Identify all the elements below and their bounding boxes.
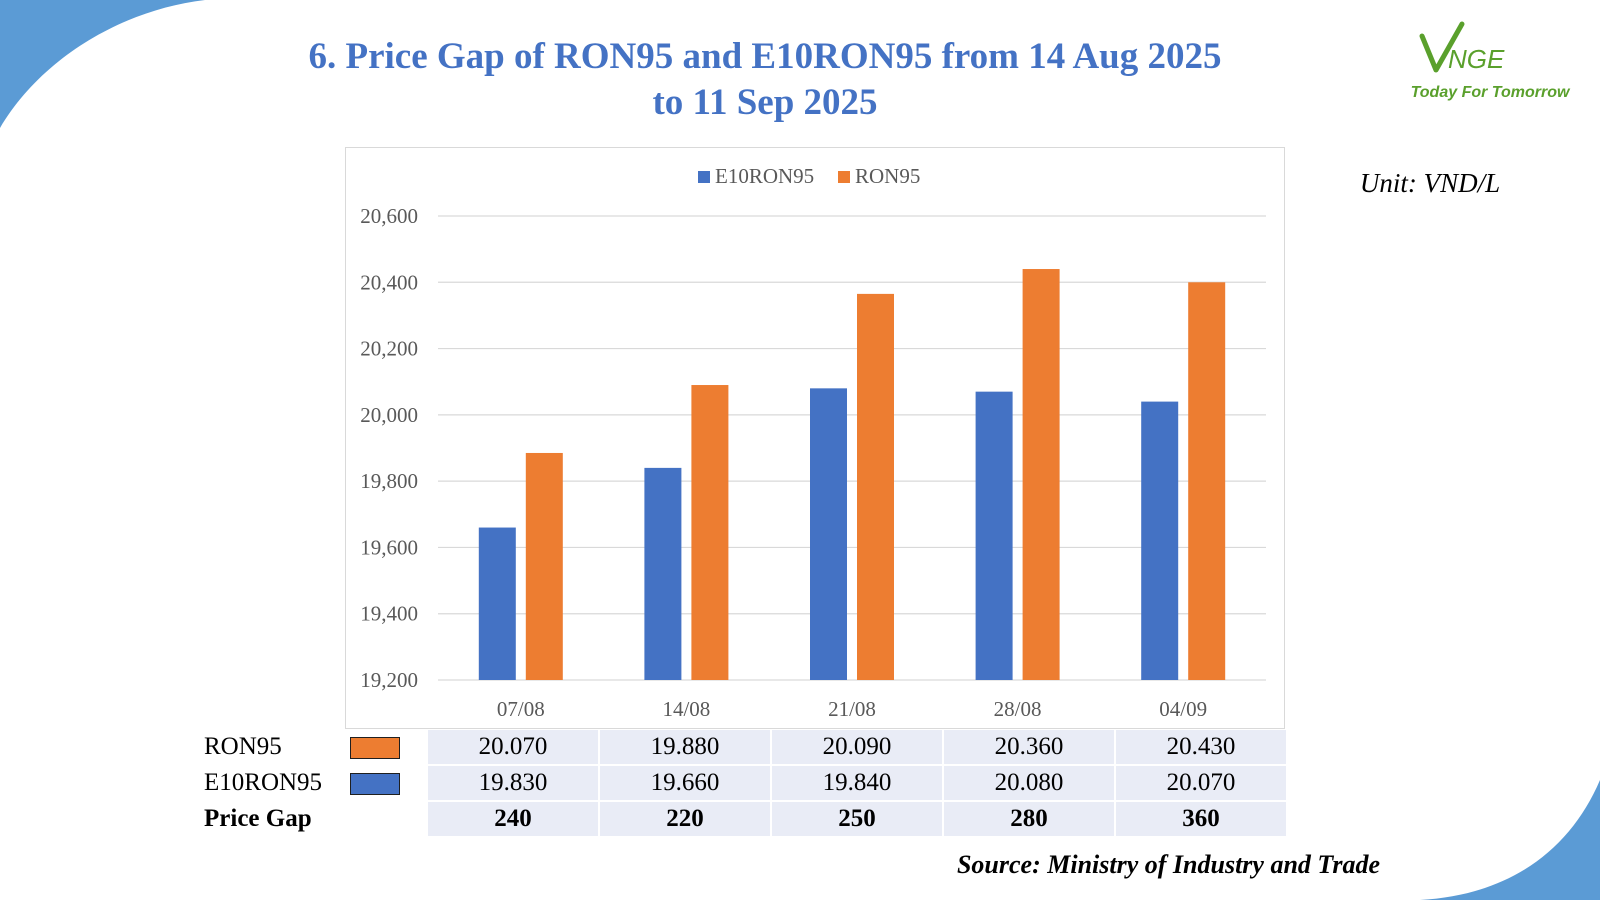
row-label-price-gap: Price Gap: [202, 802, 428, 838]
logo-tagline: Today For Tomorrow: [1410, 84, 1570, 101]
table-cell: 20.090: [772, 730, 944, 766]
table-cell: 20.070: [428, 730, 600, 766]
table-row-e10ron95: E10RON95 19.830 19.660 19.840 20.080 20.…: [202, 766, 1288, 802]
table-cell: 19.880: [600, 730, 772, 766]
bar-e10ron95-4: [975, 391, 1013, 680]
title-line-2: to 11 Sep 2025: [652, 82, 878, 123]
row-label-text: E10RON95: [204, 769, 323, 796]
logo-brand-text: NGE: [1448, 44, 1505, 74]
table-cell: 19.840: [772, 766, 944, 802]
table-cell: 250: [772, 802, 944, 838]
bar-e10ron95-3: [810, 388, 847, 680]
x-tick-label: 07/08: [497, 697, 545, 721]
table-cell: 240: [428, 802, 600, 838]
row-label-ron95: RON95: [202, 730, 428, 766]
bar-ron95-4: [1022, 269, 1060, 680]
unit-label: Unit: VND/L: [1359, 168, 1501, 198]
bar-e10ron95-5: [1141, 401, 1179, 680]
bar-ron95-2: [691, 385, 729, 680]
ron95-swatch: [350, 737, 400, 759]
row-label-text: Price Gap: [204, 805, 312, 832]
title-line-1: 6. Price Gap of RON95 and E10RON95 from …: [308, 36, 1222, 77]
table-cell: 280: [944, 802, 1116, 838]
bar-ron95-1: [525, 452, 563, 680]
legend-swatch-e10ron95: [698, 171, 710, 183]
bar-ron95-3: [857, 293, 894, 680]
legend-label-ron95: RON95: [855, 164, 920, 188]
legend-label-e10ron95: E10RON95: [715, 164, 814, 188]
vnge-logo-mark: NGE: [1419, 21, 1505, 74]
y-tick-label: 20,000: [360, 403, 418, 427]
y-tick-label: 19,800: [360, 469, 418, 493]
bar-e10ron95-2: [644, 467, 682, 680]
row-label-e10ron95: E10RON95: [202, 766, 428, 802]
x-tick-label: 21/08: [828, 697, 876, 721]
chart-canvas: 19,200 19,400 19,600 19,800 20,000 20,200 20,4…: [360, 164, 1266, 721]
y-tick-label: 20,600: [360, 204, 418, 228]
x-tick-label: 04/09: [1159, 697, 1207, 721]
e10ron95-swatch: [350, 773, 400, 795]
bar-e10ron95-1: [478, 527, 516, 680]
table-row-price-gap: Price Gap 240 220 250 280 360: [202, 802, 1288, 838]
row-label-text: RON95: [204, 733, 282, 760]
source-note: Source: Ministry of Industry and Trade: [956, 850, 1380, 879]
y-tick-label: 20,200: [360, 337, 418, 361]
y-tick-label: 19,400: [360, 602, 418, 626]
table-cell: 20.430: [1116, 730, 1288, 766]
x-tick-label: 14/08: [662, 697, 710, 721]
legend-swatch-ron95: [838, 171, 850, 183]
x-tick-label: 28/08: [994, 697, 1042, 721]
table-cell: 19.660: [600, 766, 772, 802]
y-tick-label: 20,400: [360, 270, 418, 294]
vnge-logo: NGE Today For Tomorrow: [1400, 18, 1580, 108]
y-tick-label: 19,200: [360, 668, 418, 692]
table-row-ron95: RON95 20.070 19.880 20.090 20.360 20.430: [202, 730, 1288, 766]
table-cell: 360: [1116, 802, 1288, 838]
table-cell: 220: [600, 802, 772, 838]
y-tick-label: 19,600: [360, 535, 418, 559]
table-cell: 19.830: [428, 766, 600, 802]
data-table: RON95 20.070 19.880 20.090 20.360 20.430…: [202, 730, 1288, 838]
table-cell: 20.070: [1116, 766, 1288, 802]
table-cell: 20.080: [944, 766, 1116, 802]
top-left-corner-decoration: [0, 0, 210, 130]
bar-chart: 19,200 19,400 19,600 19,800 20,000 20,200 20,4…: [345, 147, 1285, 729]
table-cell: 20.360: [944, 730, 1116, 766]
bar-ron95-5: [1188, 282, 1226, 680]
page-title: 6. Price Gap of RON95 and E10RON95 from …: [200, 34, 1330, 126]
bottom-right-corner-decoration: [1420, 780, 1600, 900]
